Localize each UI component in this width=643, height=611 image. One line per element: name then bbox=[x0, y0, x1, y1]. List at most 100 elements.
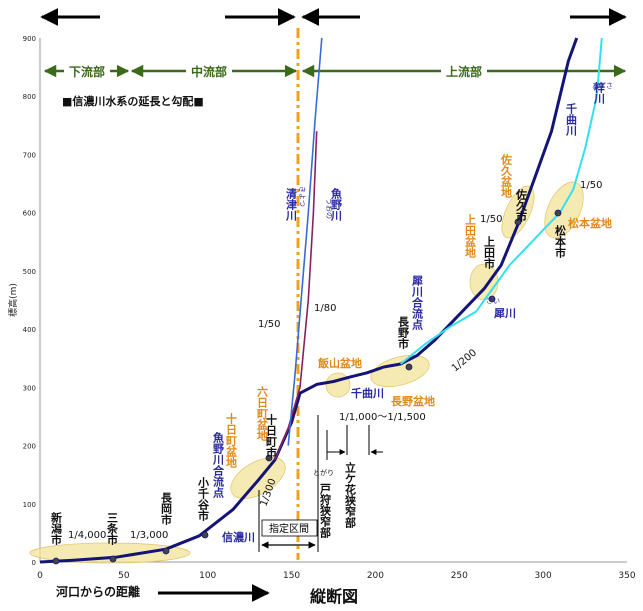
y-axis-label-text: 標高(m) bbox=[7, 283, 19, 317]
lower-reach-label: 下流部 bbox=[69, 64, 105, 79]
label-niigata: 新潟市 bbox=[50, 511, 63, 546]
y-tick-1: 100 bbox=[23, 501, 36, 509]
label-sanjo: 三条市 bbox=[106, 512, 120, 546]
x-tick-7: 350 bbox=[618, 571, 635, 581]
city-dots bbox=[52, 209, 562, 565]
dot-tokamachi bbox=[265, 454, 273, 462]
basin-ueda bbox=[469, 263, 499, 301]
x-tick-4: 200 bbox=[367, 571, 384, 581]
y-tick-0: 0 bbox=[32, 559, 36, 567]
label-chikuma-upper: 千曲川 bbox=[565, 102, 579, 136]
y-tick-9: 900 bbox=[23, 35, 36, 43]
y-tick-3: 300 bbox=[23, 384, 36, 392]
y-axis-label: 標高(m) bbox=[7, 283, 19, 317]
x-tick-labels: 0 50 100 150 200 250 300 350 bbox=[37, 571, 636, 581]
middle-reach-label-bg bbox=[186, 63, 232, 79]
gradient-1-200: 1/200 bbox=[450, 347, 479, 374]
label-ueda-basin: 上田盆地 bbox=[464, 213, 478, 258]
dot-sanjo bbox=[109, 555, 117, 563]
gradient-1-50-saku: 1/50 bbox=[480, 214, 502, 225]
gorge-markers bbox=[326, 425, 383, 460]
gradient-1-1000-1500: 1/1,000〜1/1,500 bbox=[339, 412, 426, 423]
label-kiyotsu: 清津川 bbox=[285, 187, 299, 221]
label-tategahana-gorge: 立ケ花狭窄部 bbox=[344, 461, 358, 529]
gradient-1-50-matsumoto: 1/50 bbox=[580, 180, 602, 191]
designated-box bbox=[261, 519, 318, 537]
label-muika-basin: 六日町盆地 bbox=[256, 385, 270, 441]
series-line-2 bbox=[274, 131, 318, 461]
dot-niigata bbox=[52, 557, 60, 565]
gradient-1-4000: 1/4,000 bbox=[68, 530, 106, 541]
x-tick-6: 300 bbox=[535, 571, 552, 581]
label-saku-basin: 佐久盆地 bbox=[500, 153, 514, 198]
gradient-1-80-uono: 1/80 bbox=[314, 303, 336, 314]
upper-reach-label: 上流部 bbox=[446, 64, 482, 79]
x-tick-3: 150 bbox=[283, 571, 300, 581]
gradient-1-50-kiyotsu: 1/50 bbox=[258, 319, 280, 330]
chart-title: ■信濃川水系の延長と勾配■ bbox=[62, 94, 204, 108]
label-chikuma-mid: 千曲川 bbox=[351, 386, 384, 400]
x-tick-0: 0 bbox=[37, 571, 43, 581]
dot-nagano bbox=[405, 363, 413, 371]
label-uono: 魚野川 bbox=[330, 187, 344, 221]
ruby-sai: さい bbox=[486, 297, 500, 305]
designated-section: 指定区間 bbox=[258, 415, 319, 552]
middle-reach-label: 中流部 bbox=[191, 64, 227, 79]
basin-lower-plain bbox=[29, 542, 191, 564]
label-togari-gorge: 戸狩狭窄部 bbox=[319, 483, 333, 539]
x-axis-label: 河口からの距離 bbox=[55, 584, 140, 599]
y-tick-6: 600 bbox=[23, 210, 36, 218]
label-nagano: 長野市 bbox=[397, 316, 410, 350]
y-tick-5: 500 bbox=[23, 268, 36, 276]
label-matsumoto: 松本市 bbox=[554, 224, 567, 259]
basin-nagano bbox=[370, 355, 430, 387]
label-saku: 佐久市 bbox=[515, 188, 529, 223]
label-saigawa: 犀川 bbox=[493, 307, 516, 320]
designated-label: 指定区間 bbox=[269, 522, 309, 535]
label-tokamachi-basin: 十日町盆地 bbox=[225, 412, 239, 468]
label-shinano-river: 信濃川 bbox=[222, 530, 255, 544]
river-lines bbox=[39, 37, 603, 564]
dot-nagaoka bbox=[162, 547, 170, 555]
dot-matsumoto bbox=[554, 209, 562, 217]
basin-highlights bbox=[29, 181, 584, 564]
x-tick-1: 50 bbox=[118, 571, 130, 581]
label-saigawa-confluence: 犀川合流点 bbox=[411, 275, 425, 331]
y-tick-labels: 0 100 200 300 400 500 600 700 800 900 bbox=[23, 35, 36, 567]
dot-saku bbox=[514, 218, 522, 226]
label-azusa: 梓川 bbox=[593, 81, 607, 104]
y-tick-2: 200 bbox=[23, 443, 36, 451]
gradient-1-3000: 1/3,000 bbox=[130, 530, 168, 541]
series-line-1 bbox=[399, 37, 603, 365]
label-nagano-basin: 長野盆地 bbox=[391, 394, 435, 408]
ruby-togari: とがり bbox=[313, 468, 334, 477]
label-ojiya: 小千谷市 bbox=[197, 476, 211, 522]
series-line-0 bbox=[39, 37, 579, 564]
label-tokamachi: 十日町市 bbox=[265, 413, 278, 459]
dot-ueda bbox=[488, 295, 496, 303]
label-iiyama-basin: 飯山盆地 bbox=[317, 356, 362, 370]
series-line-3 bbox=[287, 37, 323, 446]
axes bbox=[39, 38, 627, 563]
x-tick-5: 250 bbox=[451, 571, 468, 581]
basin-matsumoto bbox=[544, 181, 584, 239]
caption: 縦断図 bbox=[310, 587, 358, 606]
ruby-azusa: あずさ bbox=[592, 81, 613, 90]
y-tick-8: 800 bbox=[23, 93, 36, 101]
label-ueda: 上田市 bbox=[483, 235, 496, 270]
dot-ojiya bbox=[201, 531, 209, 539]
x-tick-2: 100 bbox=[199, 571, 216, 581]
upper-reach-label-bg bbox=[441, 63, 487, 79]
lower-reach-label-bg bbox=[64, 63, 110, 79]
ruby-kiyotsu: きよつ bbox=[298, 186, 306, 207]
y-tick-7: 700 bbox=[23, 151, 36, 159]
basin-tokamachi bbox=[230, 457, 286, 499]
y-tick-4: 400 bbox=[23, 326, 36, 334]
ruby-uono: うおの bbox=[325, 198, 333, 219]
label-uonogawa-confluence: 魚野川合流点 bbox=[212, 431, 226, 499]
ruby-labels: きよつ うおの とがり さい あずさ bbox=[298, 81, 613, 477]
label-nagaoka: 長岡市 bbox=[160, 492, 173, 526]
label-matsumoto-basin: 松本盆地 bbox=[568, 216, 612, 230]
